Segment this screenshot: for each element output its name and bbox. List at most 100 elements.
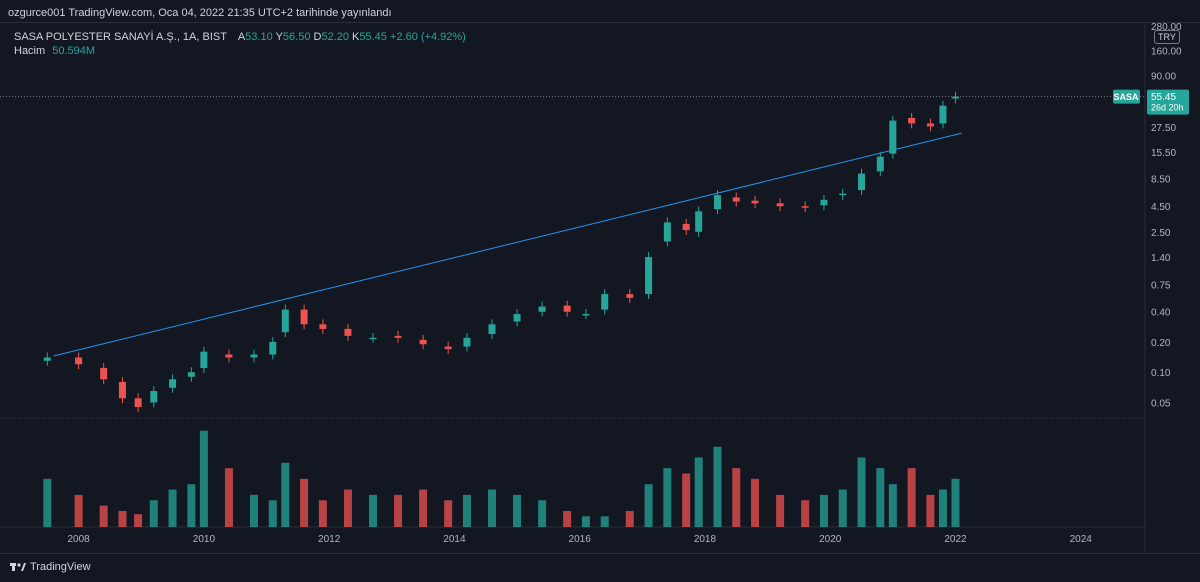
change-value: +2.60 (+4.92%) (389, 31, 466, 43)
price-chart[interactable]: 280.00160.0090.0050.0027.5015.508.504.50… (0, 22, 1200, 553)
candle (682, 218, 690, 236)
candle (269, 337, 277, 360)
volume-bar (224, 468, 233, 527)
candle-body (626, 294, 634, 298)
x-tick-label: 2020 (819, 534, 842, 545)
x-tick-label: 2024 (1070, 534, 1093, 545)
low-label: D (313, 31, 322, 43)
candle (876, 151, 884, 177)
candle (663, 217, 671, 247)
symbol-line[interactable]: SASA POLYESTER SANAYİ A.Ş., 1A, BIST (14, 31, 227, 43)
x-tick-label: 2016 (569, 534, 592, 545)
footer-brand: TradingView (30, 561, 91, 573)
volume-bar (538, 500, 547, 527)
volume-bar (168, 489, 177, 527)
candle-body (43, 357, 51, 361)
volume-bar (876, 468, 885, 527)
volume-bar (74, 494, 83, 527)
volume-bar (199, 430, 208, 527)
volume-bar (819, 494, 828, 527)
symbol-tag (1113, 89, 1140, 104)
candle (801, 201, 809, 213)
candle (100, 363, 108, 385)
x-tick-label: 2018 (694, 534, 717, 545)
candle-body (876, 156, 884, 172)
candle (250, 349, 258, 363)
candle-body (563, 305, 571, 312)
volume-bar (118, 510, 127, 527)
candle-body (926, 123, 934, 127)
x-tick-label: 2014 (443, 534, 466, 545)
volume-bar (838, 489, 847, 527)
x-tick-label: 2010 (193, 534, 216, 545)
candle (463, 332, 471, 352)
candle-body (839, 193, 847, 196)
volume-bar (732, 468, 741, 527)
x-tick-label: 2008 (68, 534, 91, 545)
candle (601, 289, 609, 315)
high-value: 56.50 (282, 31, 311, 43)
footer-bar: TradingView (0, 553, 1200, 582)
candle-body (776, 203, 784, 207)
volume-bar (801, 500, 810, 527)
volume-bar (682, 473, 691, 527)
volume-bar (776, 494, 785, 527)
volume-bar (563, 510, 572, 527)
volume-bar (694, 457, 703, 527)
candle (582, 309, 590, 319)
candle-body (682, 223, 690, 231)
candle (169, 374, 177, 393)
candle (43, 352, 51, 366)
y-tick-label: 1.40 (1151, 253, 1171, 264)
candle-body (463, 337, 471, 347)
volume-bar (43, 478, 52, 527)
open-value: 53.10 (245, 31, 273, 43)
candle (344, 323, 352, 341)
y-tick-label: 2.50 (1151, 228, 1171, 239)
y-tick-label: 0.75 (1151, 280, 1171, 291)
currency-badge[interactable]: TRY (1154, 30, 1180, 44)
volume-bar (751, 478, 760, 527)
candle (626, 289, 634, 303)
volume-bar (281, 462, 290, 527)
candle-body (269, 341, 277, 355)
chart-legend: SASA POLYESTER SANAYİ A.Ş., 1A, BIST A53… (14, 30, 466, 58)
candle (118, 376, 126, 404)
candle (225, 349, 233, 363)
candle-body (118, 381, 126, 399)
candle-body (444, 346, 452, 350)
candle (488, 319, 496, 339)
candle (889, 115, 897, 159)
candle-body (134, 398, 142, 408)
volume-bar (462, 494, 471, 527)
candle-body (394, 335, 402, 338)
candle (908, 113, 916, 129)
low-value: 52.20 (321, 31, 349, 43)
candle-body (732, 197, 740, 202)
candle (319, 319, 327, 334)
price-tag (1147, 89, 1189, 115)
candle (419, 334, 427, 350)
candle (820, 194, 828, 211)
y-tick-label: 160.00 (1151, 46, 1182, 57)
candle-body (150, 390, 158, 403)
candle (200, 346, 208, 373)
volume-bar (951, 478, 960, 527)
tradingview-logo-icon (10, 563, 26, 571)
volume-label[interactable]: Hacim (14, 45, 46, 57)
candle (732, 192, 740, 207)
tradingview-logo[interactable]: TradingView (10, 561, 91, 573)
volume-bar (318, 500, 327, 527)
candle-body (319, 324, 327, 329)
y-tick-label: 0.40 (1151, 308, 1171, 319)
candle (939, 100, 947, 129)
y-tick-label: 280.00 (1151, 22, 1182, 33)
close-label: K (352, 31, 360, 43)
candle-body (187, 372, 195, 377)
volume-bar (394, 494, 403, 527)
candle (394, 330, 402, 343)
candle-body (601, 294, 609, 310)
y-tick-label: 27.50 (1151, 123, 1176, 134)
candle-body (820, 199, 828, 206)
candle (776, 198, 784, 212)
